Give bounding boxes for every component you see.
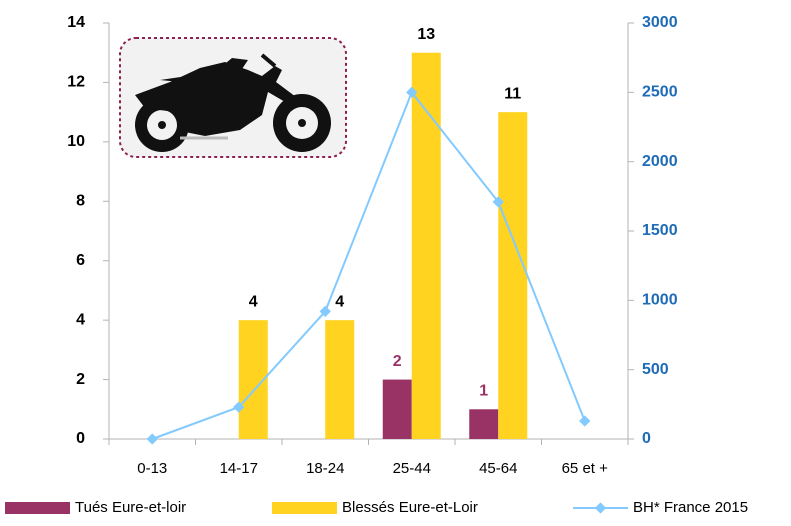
bar: [411, 52, 441, 439]
y2-tick-label: 0: [642, 430, 651, 447]
legend-swatch: [272, 502, 337, 514]
y-tick-label: 0: [76, 430, 85, 447]
x-tick-label: 45-64: [479, 460, 517, 477]
bar: [469, 409, 499, 439]
point: [146, 433, 158, 445]
point: [319, 305, 331, 318]
y-tick-label: 12: [67, 74, 85, 91]
y-tick-label: 10: [67, 133, 85, 150]
legend-swatch: [5, 502, 70, 514]
data-label: 1: [479, 383, 488, 400]
legend-label: Tués Eure-et-loir: [75, 499, 186, 516]
y-tick-label: 2: [76, 371, 85, 388]
data-label: 11: [504, 85, 521, 102]
data-label: 4: [249, 293, 258, 310]
data-label: 13: [417, 26, 435, 43]
y-tick-label: 8: [76, 193, 85, 210]
x-tick-label: 65 et +: [562, 460, 609, 477]
x-tick-label: 25-44: [393, 460, 431, 477]
point: [492, 196, 504, 208]
y2-tick-label: 500: [642, 361, 669, 378]
x-tick-label: 14-17: [220, 460, 258, 477]
y2-tick-label: 2500: [642, 84, 678, 101]
line: [151, 90, 586, 440]
y2-tick-label: 3000: [642, 14, 678, 31]
bar: [498, 112, 528, 440]
y-tick-label: 6: [76, 252, 85, 269]
bar: [382, 379, 412, 439]
point: [233, 401, 245, 413]
legend-swatch: [594, 502, 607, 514]
data-label: 4: [335, 293, 344, 310]
y2-tick-label: 2000: [642, 153, 678, 170]
y-tick-label: 14: [67, 14, 85, 31]
motorcycle-icon: [119, 37, 347, 158]
x-tick-label: 18-24: [306, 460, 344, 477]
point: [579, 415, 591, 427]
data-label: 2: [393, 353, 402, 370]
x-tick-label: 0-13: [137, 460, 167, 477]
legend-label: BH* France 2015: [633, 499, 748, 516]
bar: [325, 320, 355, 439]
legend-label: Blessés Eure-et-Loir: [342, 499, 478, 516]
y2-tick-label: 1000: [642, 292, 678, 309]
y2-tick-label: 1500: [642, 222, 678, 239]
y-tick-label: 4: [76, 311, 85, 328]
